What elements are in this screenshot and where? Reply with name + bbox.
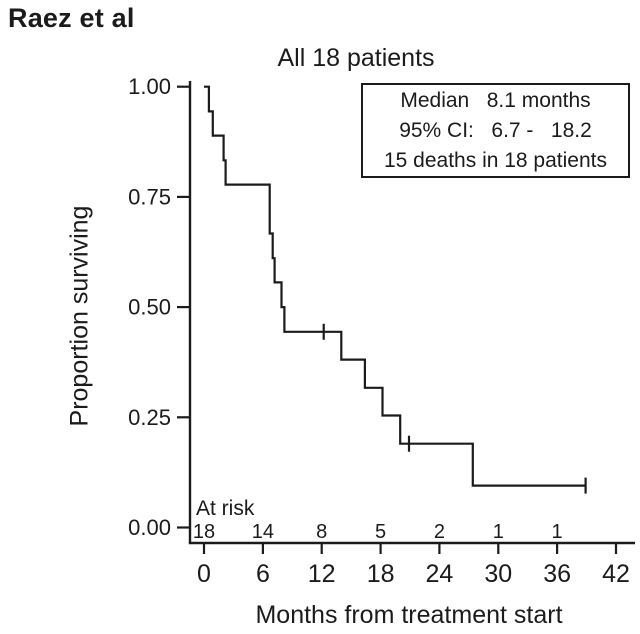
at-risk-count: 18 <box>193 521 215 543</box>
y-tick-label: 0.50 <box>128 295 171 320</box>
x-tick-label: 18 <box>367 560 395 588</box>
at-risk-count: 8 <box>316 521 327 543</box>
x-tick-label: 12 <box>308 560 336 588</box>
x-tick-label: 24 <box>425 560 453 588</box>
at-risk-count: 1 <box>552 521 563 543</box>
y-tick-label: 0.00 <box>128 515 171 540</box>
x-axis-label: Months from treatment start <box>255 601 563 629</box>
stats-deaths-line: 15 deaths in 18 patients <box>383 148 607 172</box>
x-tick-label: 36 <box>543 560 571 588</box>
at-risk-count: 1 <box>493 521 504 543</box>
stats-ci-line: 95% CI: 6.7 - 18.2 <box>399 118 592 142</box>
figure-attribution: Raez et al <box>8 3 135 33</box>
stats-median-line: Median 8.1 months <box>400 88 591 112</box>
at-risk-label: At risk <box>196 497 255 520</box>
stats-box: Median 8.1 months 95% CI: 6.7 - 18.2 15 … <box>361 83 630 178</box>
chart-title: All 18 patients <box>277 44 435 72</box>
at-risk-count: 14 <box>252 521 274 543</box>
y-tick-label: 0.75 <box>128 184 171 209</box>
x-tick-label: 0 <box>197 560 211 588</box>
y-tick-label: 0.25 <box>128 405 171 430</box>
at-risk-count: 2 <box>434 521 445 543</box>
x-tick-label: 30 <box>484 560 512 588</box>
at-risk-count: 5 <box>375 521 386 543</box>
x-tick-label: 42 <box>602 560 630 588</box>
y-tick-label: 1.00 <box>128 74 171 99</box>
x-tick-label: 6 <box>256 560 270 588</box>
km-curve <box>204 85 586 487</box>
